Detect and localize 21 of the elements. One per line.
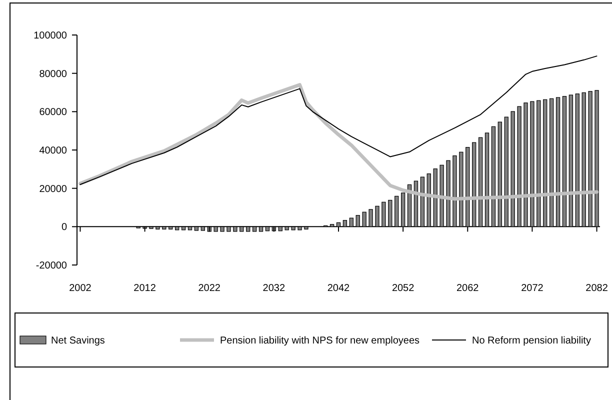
y-tick-label: 60000 [39, 107, 68, 118]
y-tick-label: 40000 [39, 146, 68, 156]
legend-label: No Reform pension liability [472, 336, 591, 346]
x-tick-label: 2042 [327, 283, 350, 294]
y-tick-label: -20000 [36, 260, 68, 272]
line-series [80, 56, 598, 185]
x-tick-label: 2072 [521, 283, 544, 294]
x-tick-label: 2082 [586, 283, 608, 294]
y-tick-label: 80000 [39, 68, 68, 80]
x-tick-label: 2062 [456, 283, 480, 294]
y-tick-label: 20000 [39, 184, 68, 195]
legend-label: Pension liability with NPS for new employees [220, 336, 420, 346]
x-tick-label: 2012 [134, 283, 156, 294]
x-tick-label: 2052 [392, 283, 415, 294]
y-tick-label: 0 [61, 222, 68, 234]
x-tick-label: 2032 [262, 283, 286, 294]
x-tick-label: 2022 [198, 283, 221, 294]
line-series [78, 83, 599, 201]
legend-label: Net Savings [51, 336, 105, 346]
y-tick-label: 100000 [34, 30, 68, 42]
x-tick-label: 2002 [69, 283, 92, 294]
